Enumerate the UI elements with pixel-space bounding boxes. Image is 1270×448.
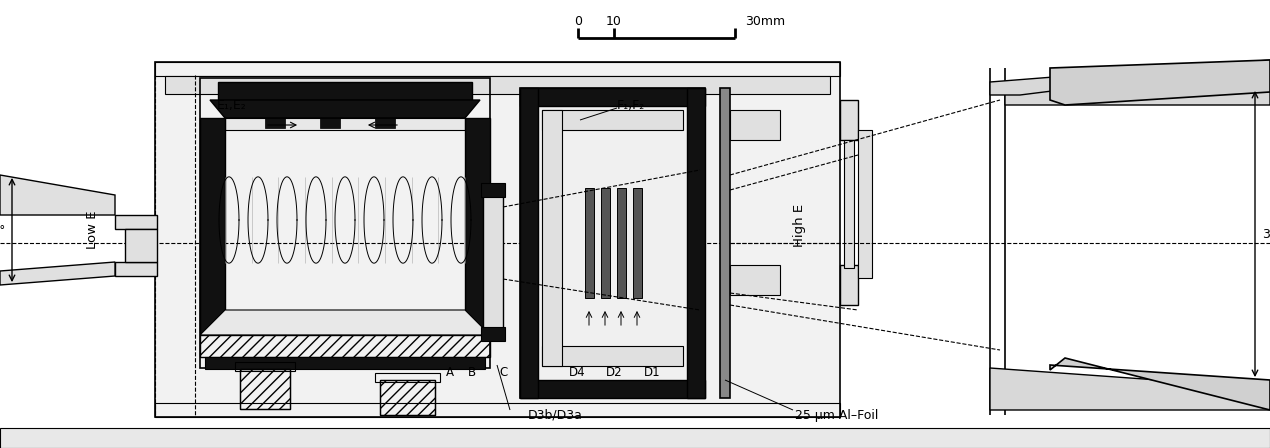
- Bar: [601, 188, 610, 298]
- Bar: [730, 265, 780, 295]
- Bar: [483, 185, 503, 340]
- Text: C: C: [499, 366, 507, 379]
- Polygon shape: [0, 262, 116, 285]
- Bar: [116, 262, 157, 276]
- Text: F₁,F₂: F₁,F₂: [617, 99, 645, 112]
- Bar: [519, 88, 705, 106]
- Bar: [199, 118, 225, 333]
- Polygon shape: [210, 100, 480, 118]
- Bar: [380, 380, 436, 415]
- Text: B: B: [467, 366, 476, 379]
- Text: High E: High E: [794, 203, 806, 246]
- Bar: [380, 380, 436, 415]
- Bar: [481, 327, 505, 341]
- Text: D4: D4: [569, 366, 585, 379]
- Text: 5°: 5°: [0, 224, 5, 237]
- Bar: [542, 346, 683, 366]
- Text: 25 μm Al–Foil: 25 μm Al–Foil: [795, 409, 879, 422]
- Text: Low E: Low E: [85, 211, 99, 249]
- Bar: [481, 183, 505, 197]
- Bar: [519, 88, 705, 398]
- Bar: [199, 335, 490, 357]
- Bar: [265, 118, 284, 128]
- Bar: [845, 140, 853, 268]
- Bar: [199, 78, 490, 368]
- Text: A: A: [446, 366, 453, 379]
- Bar: [839, 265, 859, 305]
- Polygon shape: [991, 368, 1270, 410]
- Text: E₁,E₂: E₁,E₂: [217, 99, 246, 112]
- Bar: [240, 369, 290, 409]
- Text: 30mm: 30mm: [745, 14, 785, 27]
- Bar: [225, 118, 465, 130]
- Polygon shape: [199, 310, 490, 335]
- Text: D2: D2: [606, 366, 622, 379]
- Bar: [519, 88, 538, 398]
- Text: D3b/D3a: D3b/D3a: [527, 409, 583, 422]
- Text: 10: 10: [606, 14, 622, 27]
- Bar: [687, 88, 705, 398]
- Bar: [465, 118, 490, 333]
- Bar: [155, 403, 839, 417]
- Bar: [0, 428, 1270, 448]
- Bar: [155, 62, 839, 417]
- Bar: [542, 110, 563, 366]
- Polygon shape: [0, 175, 116, 215]
- Polygon shape: [1005, 68, 1270, 105]
- Text: 0: 0: [574, 14, 582, 27]
- Bar: [375, 118, 395, 128]
- Bar: [617, 188, 626, 298]
- Bar: [204, 357, 485, 369]
- Polygon shape: [991, 60, 1270, 95]
- Polygon shape: [1050, 60, 1270, 105]
- Bar: [730, 110, 780, 140]
- Bar: [240, 369, 290, 409]
- Text: 30°: 30°: [1262, 228, 1270, 241]
- Bar: [155, 62, 839, 76]
- Bar: [720, 88, 730, 398]
- Bar: [116, 215, 157, 229]
- Bar: [839, 100, 859, 140]
- Polygon shape: [1050, 358, 1270, 410]
- Bar: [859, 130, 872, 278]
- Text: D1: D1: [644, 366, 660, 379]
- Bar: [632, 188, 643, 298]
- Bar: [585, 188, 594, 298]
- Bar: [165, 76, 831, 94]
- Polygon shape: [218, 82, 472, 100]
- Bar: [235, 362, 295, 371]
- Bar: [542, 110, 683, 130]
- Bar: [375, 373, 439, 382]
- Bar: [320, 118, 340, 128]
- Bar: [519, 380, 705, 398]
- Bar: [124, 229, 157, 262]
